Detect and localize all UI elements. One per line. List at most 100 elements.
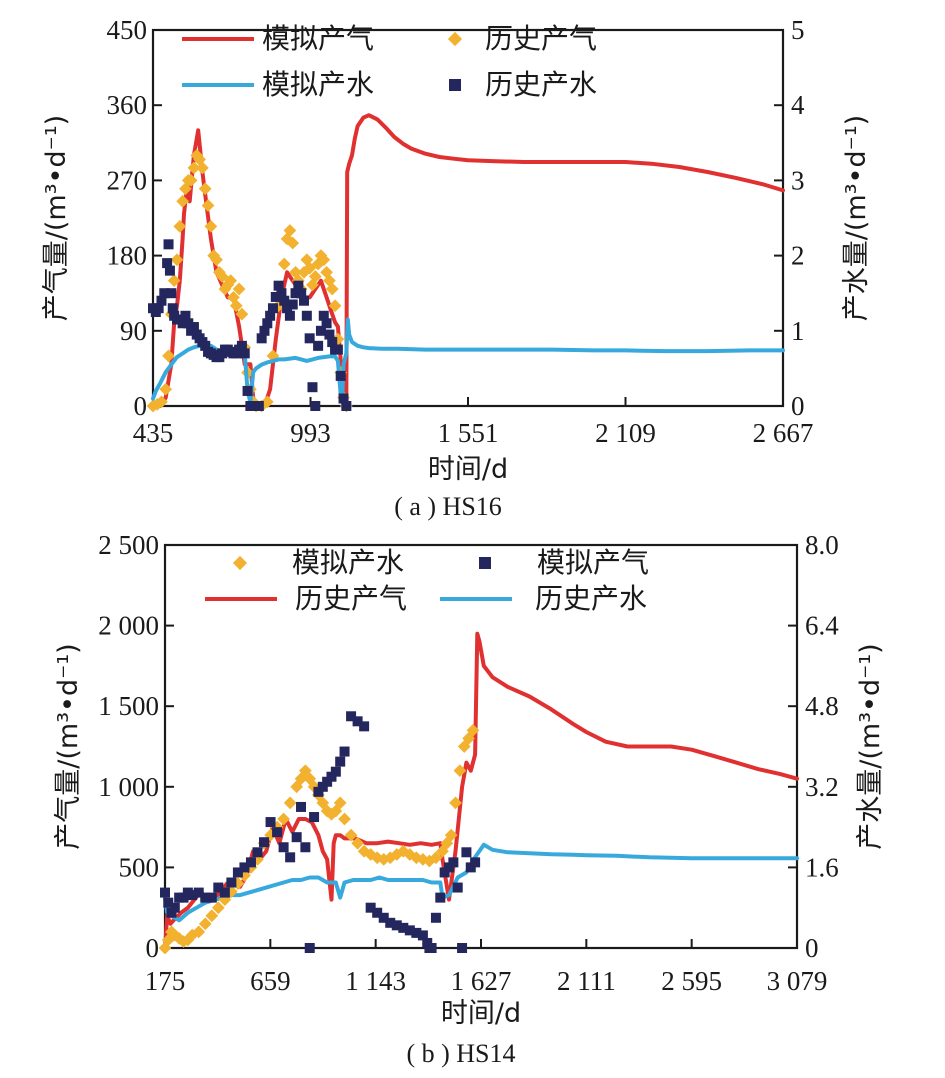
chart0-right-tick-label: 1 [791,316,805,346]
chart1-left-tick-label: 1 000 [98,772,159,802]
chart-hs14-svg: 0 500 1 000 1 500 2 000 2 500 0 1.6 3.2 4.8 6.4 8.0… [53,530,886,1068]
chart1-series-line-hist_gas [163,631,799,950]
chart0-left-tick-label: 180 [107,241,148,271]
chart0-left-tick-label: 270 [107,165,148,195]
chart1-point-sim_gas [426,943,437,953]
chart1-point-sim_gas [391,920,402,931]
chart0-point-hist_water [159,288,170,299]
chart1-point-sim_gas [411,927,422,938]
chart0-point-hist_water [307,382,318,393]
chart0-right-axis-label: 产水量/(m³•d⁻¹) [841,115,872,321]
chart1-point-sim_gas [285,852,296,863]
chart0-point-hist_water [262,318,273,329]
chart0-right-tick-label: 0 [791,391,805,421]
chart1-point-sim_gas [470,857,481,868]
chart1-left-tick-label: 0 [146,933,160,963]
chart0-point-hist_water [253,401,264,411]
chart1-point-sim_gas [213,882,224,893]
chart0-point-hist_water [341,401,352,411]
chart1-right-axis-label: 产水量/(m³•d⁻¹) [855,643,886,849]
chart1-point-sim_gas [352,716,363,727]
chart0-point-hist_gas [235,307,249,321]
chart0-point-hist_water [315,325,326,336]
chart1-point-sim_gas [452,882,463,893]
chart0-point-hist_water [287,299,298,310]
chart0-point-hist_water [335,370,346,381]
chart1-point-sim_gas [219,887,230,898]
chart0-point-hist_gas [187,161,201,175]
chart1-point-sim_gas [365,902,376,913]
chart1-point-sim_gas [200,892,211,903]
chart1-point-sim_water [444,828,458,842]
chart0-point-hist_water [318,310,329,321]
chart1-point-sim_gas [430,912,441,923]
chart0-point-hist_gas [283,224,297,237]
chart0-legend-swatch-hist_water [449,79,461,91]
chart0-point-hist_water [239,348,250,359]
chart1-point-sim_gas [206,892,217,903]
chart0-point-hist_water [299,295,310,306]
chart0-point-hist_gas [176,194,190,208]
chart1-point-sim_gas [245,857,256,868]
chart0-point-hist_water [166,288,177,299]
chart0-x-tick-label: 2 109 [595,418,656,448]
chart0-point-hist_gas [184,174,198,187]
chart1-caption: ( b ) HS14 [406,1039,515,1068]
chart1-point-sim_gas [313,786,324,797]
chart0-point-hist_gas [260,395,274,409]
chart0-point-hist_water [162,258,173,269]
chart0-left-tick-label: 360 [107,90,148,120]
chart0-point-hist_water [282,303,293,314]
chart1-point-sim_gas [291,832,302,843]
chart1-point-sim_gas [461,847,472,858]
chart1-point-sim_gas [296,801,307,812]
chart0-point-hist_gas [229,299,243,313]
chart1-point-sim_gas [378,912,389,923]
chart0-point-hist_gas [317,253,331,267]
chart1-left-tick-label: 2 000 [98,611,159,641]
chart0-point-hist_water [293,280,304,291]
chart1-point-sim_gas [232,867,243,878]
chart1-right-tick-label: 8.0 [805,530,839,560]
chart0-left-tick-label: 450 [107,15,148,45]
chart0-point-hist_water [338,393,349,404]
chart1-right-tick-label: 6.4 [805,611,839,641]
chart1-right-tick-label: 3.2 [805,772,839,802]
chart-hs16-svg: 0 90 180 270 360 450 0 1 2 3 4 5 435 993 1 551 2 109 2 6… [41,15,872,521]
chart1-x-tick-label: 659 [250,966,291,996]
chart1-point-sim_gas [335,756,346,767]
chart1-point-sim_gas [239,862,250,873]
chart0-point-hist_water [321,318,332,329]
chart0-point-hist_water [313,340,324,351]
chart0-right-tick-label: 4 [791,90,805,120]
chart1-point-sim_gas [326,771,337,782]
chart1-point-sim_water [449,796,462,810]
chart1-point-sim_gas [160,887,170,898]
chart1-point-sim_gas [309,812,320,823]
chart1-point-sim_gas [339,746,350,757]
chart1-point-sim_gas [278,842,289,853]
chart0-point-hist_gas [204,219,218,233]
chart0-point-hist_water [327,337,338,348]
chart1-left-axis-label: 产气量/(m³•d⁻¹) [53,643,84,849]
chart1-point-sim_gas [398,922,409,933]
chart1-right-tick-label: 0 [805,933,819,963]
chart0-series-line-sim_gas [151,113,785,408]
chart0-point-hist_water [332,344,343,355]
chart0-point-hist_gas [159,382,173,396]
chart1-right-tick-label: 1.6 [805,852,839,882]
chart1-x-tick-label: 3 079 [767,966,828,996]
chart1-point-sim_gas [465,862,476,873]
chart0-point-hist_water [156,295,167,306]
chart0-point-hist_water [290,288,301,299]
chart0-legend-label-hist_gas: 历史产气 [485,22,597,55]
chart0-legend-label-hist_water: 历史产水 [485,68,597,101]
chart0-point-hist_water [284,310,295,321]
chart1-x-axis-label: 时间/d [441,998,521,1029]
chart1-point-sim_gas [300,842,311,853]
chart1-legend-label-hist_gas: 历史产气 [295,582,407,615]
chart-hs16: 0 90 180 270 360 450 0 1 2 3 4 5 435 993 1 551 2 109 2 6… [0,0,945,530]
chart0-legend-label-sim_gas: 模拟产气 [262,22,374,55]
chart1-point-sim_gas [322,776,333,787]
chart0-point-hist_gas [325,282,339,296]
